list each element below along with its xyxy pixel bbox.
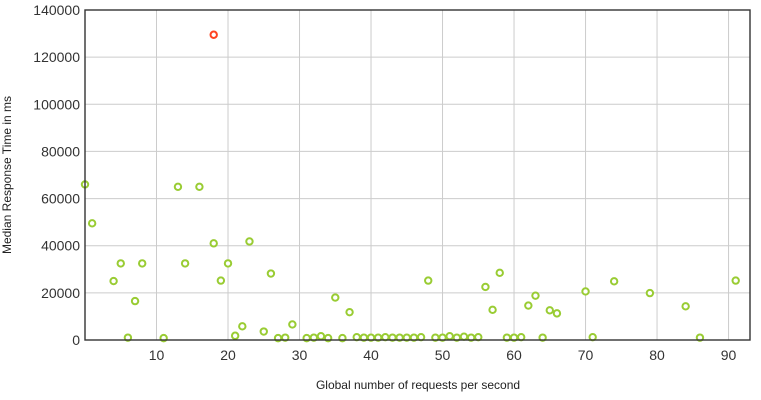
x-axis-title: Global number of requests per second	[316, 378, 520, 392]
data-point	[216, 276, 226, 285]
x-tick-label: 40	[363, 347, 379, 363]
data-point	[345, 307, 354, 317]
data-point	[531, 291, 540, 300]
data-point	[259, 327, 268, 336]
data-point	[459, 332, 469, 341]
data-point	[488, 305, 497, 315]
x-tick-label: 80	[649, 347, 665, 363]
x-axis-ticks: 10 20 30 40 50 60 70 80 90	[149, 347, 737, 363]
x-tick-label: 30	[292, 347, 308, 363]
y-tick-label: 20000	[41, 285, 80, 301]
data-point	[173, 182, 183, 191]
y-tick-label: 140000	[33, 2, 80, 18]
y-tick-label: 100000	[33, 96, 80, 112]
data-point	[552, 309, 562, 318]
y-tick-label: 120000	[33, 49, 80, 65]
y-tick-label: 40000	[41, 238, 80, 254]
data-point	[109, 276, 118, 286]
plot-background	[85, 10, 750, 340]
data-point	[87, 219, 97, 228]
x-tick-label: 60	[506, 347, 522, 363]
data-point	[424, 276, 433, 285]
data-point	[195, 182, 204, 191]
data-point	[524, 301, 533, 310]
x-tick-label: 10	[149, 347, 165, 363]
y-tick-label: 60000	[41, 191, 80, 207]
y-axis-ticks: 0 20000 40000 60000 80000 100000 120000 140000	[33, 2, 80, 348]
data-point	[223, 259, 233, 268]
y-axis-title: Median Response Time in ms	[0, 96, 14, 254]
plot-frame	[84, 9, 751, 341]
data-point	[238, 322, 247, 331]
data-point	[116, 259, 125, 268]
data-point	[266, 269, 276, 278]
data-point	[581, 287, 590, 296]
data-point	[230, 331, 240, 340]
data-point	[138, 259, 147, 268]
data-point	[180, 259, 190, 268]
data-point-highlight	[209, 30, 218, 39]
data-points	[80, 30, 740, 343]
data-point	[609, 277, 619, 286]
data-point	[495, 268, 504, 278]
data-point	[281, 333, 290, 342]
data-point	[245, 237, 254, 246]
y-tick-label: 80000	[41, 143, 80, 159]
data-point	[123, 333, 133, 342]
data-point	[288, 320, 297, 329]
data-point	[681, 302, 690, 311]
data-point	[481, 282, 490, 292]
data-point	[695, 333, 705, 342]
data-point	[209, 239, 218, 248]
data-point	[331, 293, 340, 302]
data-point	[538, 333, 547, 342]
x-tick-label: 20	[220, 347, 236, 363]
grid-lines	[85, 10, 750, 340]
x-tick-label: 90	[721, 347, 737, 363]
x-tick-label: 50	[435, 347, 451, 363]
data-point	[445, 332, 454, 341]
data-point	[130, 296, 140, 306]
data-point	[645, 288, 655, 298]
y-tick-label: 0	[72, 332, 80, 348]
data-point	[545, 306, 554, 315]
data-point	[316, 332, 326, 341]
x-tick-label: 70	[578, 347, 594, 363]
data-point	[731, 276, 740, 285]
